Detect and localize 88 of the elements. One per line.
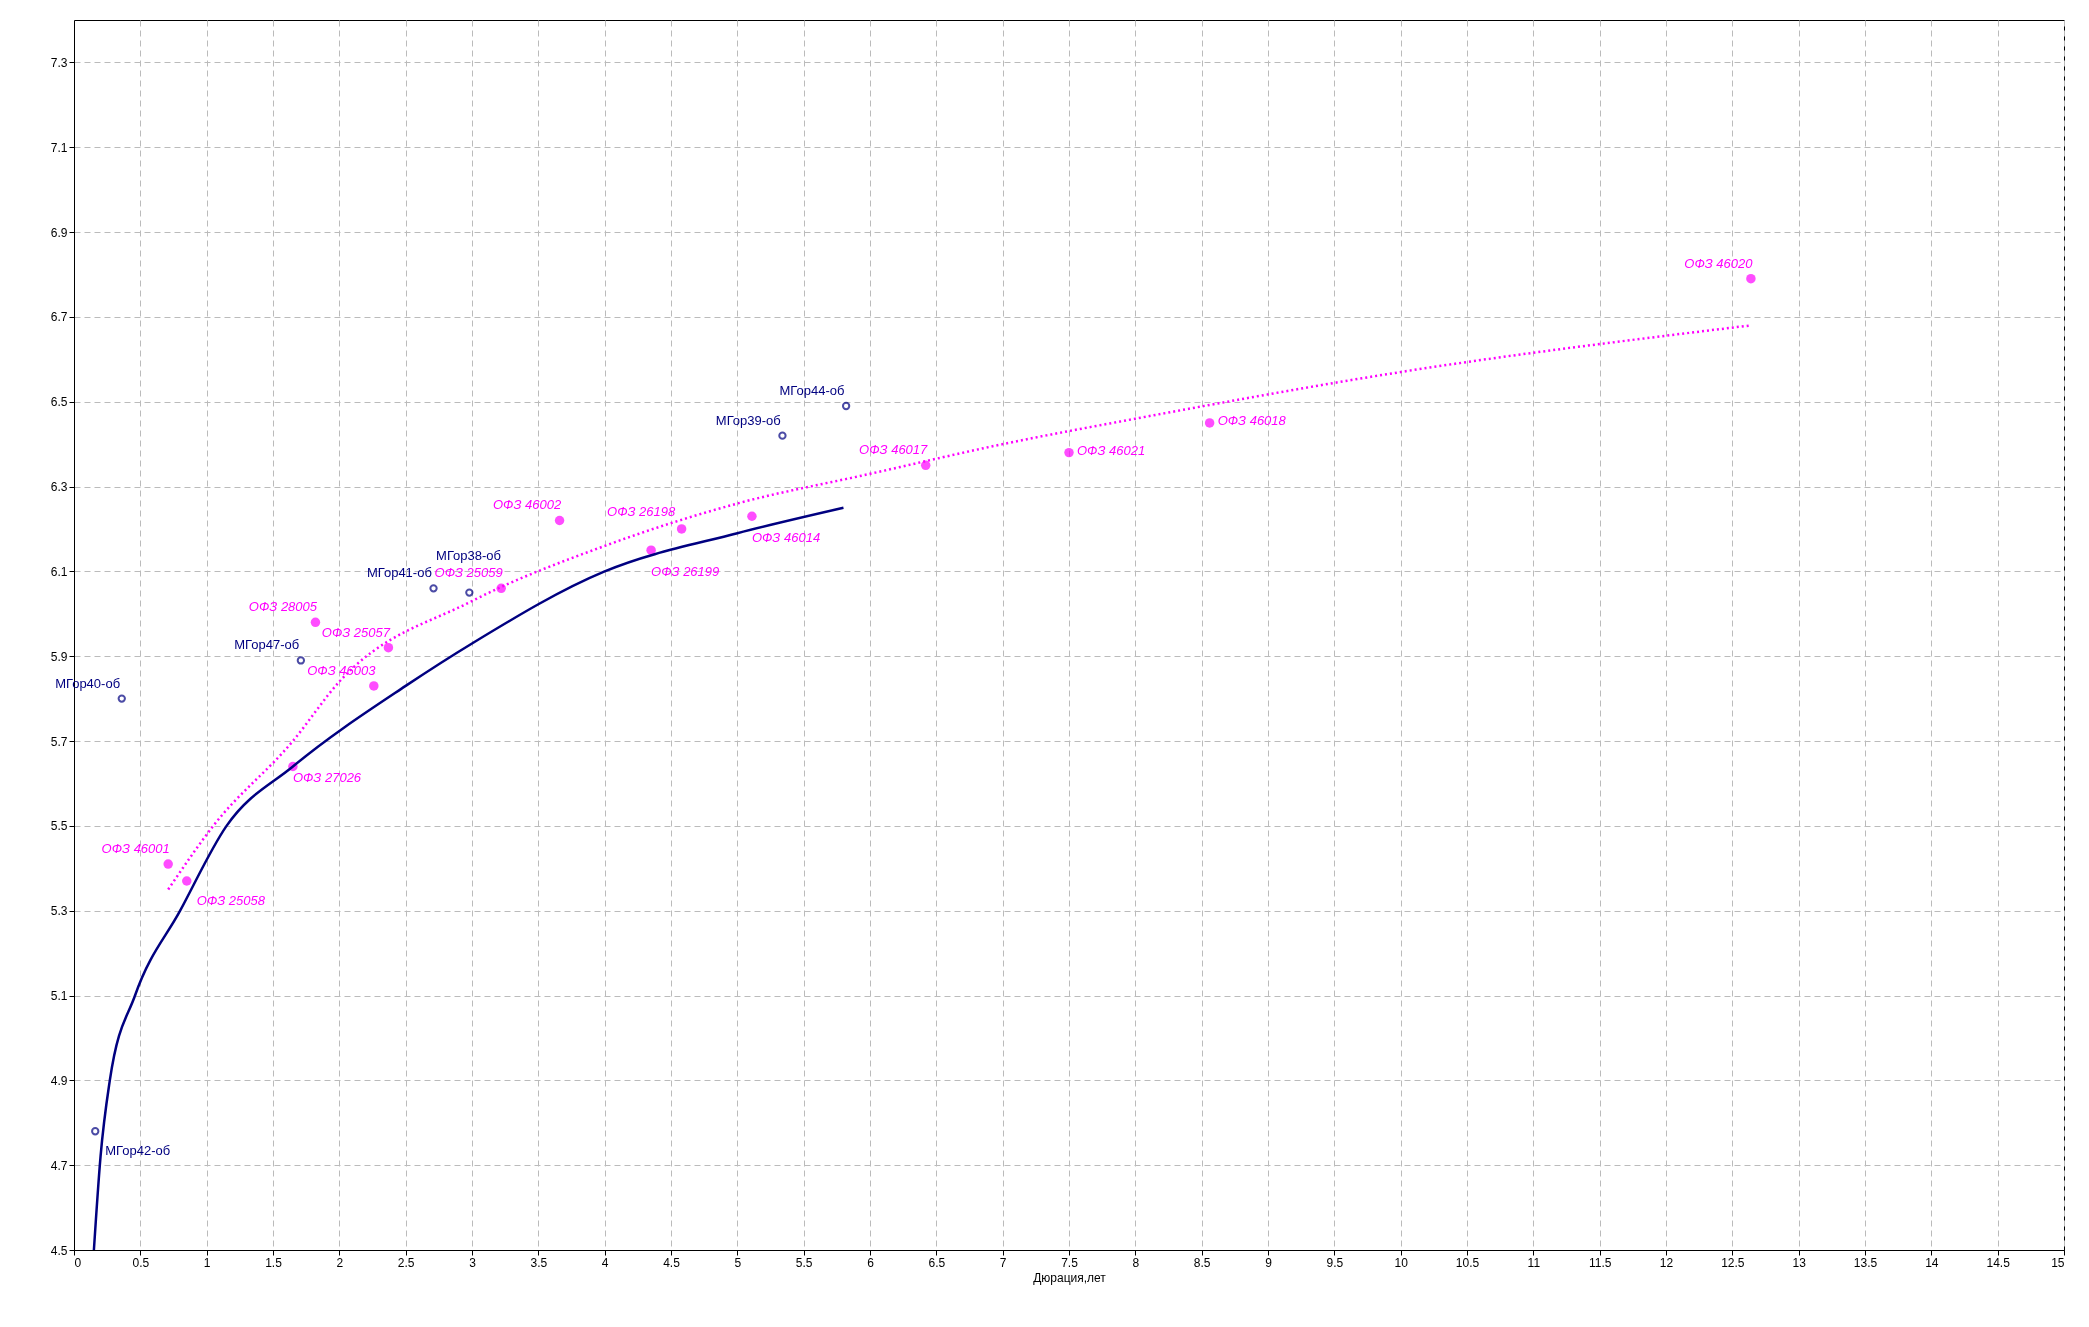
- data-label: МГор41-об: [366, 565, 432, 581]
- point: [91, 1127, 100, 1136]
- data-label: ОФЗ 27026: [292, 770, 362, 786]
- x-tick-label: 9: [1265, 1255, 1273, 1270]
- x-tick-label: 0.5: [132, 1255, 150, 1270]
- data-label: ОФЗ 46003: [307, 662, 377, 678]
- x-tick-label: 5: [734, 1255, 742, 1270]
- point: [1064, 447, 1074, 458]
- data-label: ОФЗ 46017: [859, 442, 929, 458]
- point: [369, 681, 379, 691]
- data-label: ОФЗ 46021: [1077, 443, 1146, 459]
- data-label: ОФЗ 46001: [101, 841, 170, 857]
- x-tick-label: 10.5: [1455, 1255, 1480, 1270]
- y-tick-label: 6.1: [50, 564, 68, 579]
- y-tick-label: 7.1: [50, 140, 68, 155]
- data-label: ОФЗ 46014: [751, 530, 821, 546]
- data-label: ОФЗ 28005: [248, 599, 318, 615]
- point: [383, 642, 394, 653]
- x-tick-label: 11.5: [1588, 1255, 1612, 1270]
- x-tick-label: 11: [1527, 1255, 1541, 1270]
- point: [747, 511, 757, 521]
- y-tick-label: 5.9: [50, 649, 68, 664]
- point: [465, 588, 474, 597]
- data-label: МГор44-об: [779, 382, 845, 398]
- x-tick-label: 5.5: [795, 1255, 813, 1270]
- data-label: ОФЗ 25057: [321, 624, 391, 640]
- y-tick-label: 6.3: [50, 480, 68, 495]
- point: [163, 859, 173, 869]
- x-axis-title: Дюрация,лет: [1033, 1270, 1107, 1285]
- data-label: МГор47-об: [234, 637, 300, 653]
- data-label: ОФЗ 46020: [1684, 255, 1754, 271]
- x-tick-label: 12.5: [1721, 1255, 1745, 1270]
- data-label: ОФЗ 25059: [434, 565, 503, 581]
- x-tick-label: 3.5: [530, 1255, 548, 1270]
- x-tick-label: 6: [867, 1255, 875, 1270]
- y-tick-label: 6.5: [50, 395, 68, 410]
- x-tick-label: 9.5: [1326, 1255, 1344, 1270]
- x-tick-label: 8: [1132, 1255, 1140, 1270]
- x-tick-label: 13: [1792, 1255, 1807, 1270]
- point: [117, 694, 126, 703]
- x-tick-label: 13.5: [1853, 1255, 1878, 1270]
- x-tick-label: 7.5: [1061, 1255, 1079, 1270]
- x-tick-label: 8.5: [1193, 1255, 1211, 1270]
- y-tick-label: 4.5: [50, 1243, 68, 1258]
- data-label: ОФЗ 46018: [1217, 413, 1287, 429]
- point: [1746, 273, 1756, 284]
- x-tick-label: 4.5: [663, 1255, 681, 1270]
- data-label: ОФЗ 26198: [607, 503, 676, 519]
- x-tick-label: 7: [999, 1255, 1007, 1270]
- point: [1204, 418, 1215, 428]
- x-tick-label: 2: [336, 1255, 344, 1270]
- x-tick-label: 14.5: [1986, 1255, 2011, 1270]
- y-tick-label: 4.7: [50, 1158, 68, 1173]
- data-label: МГор39-об: [715, 412, 781, 428]
- y-tick-label: 6.7: [50, 310, 68, 325]
- y-tick-label: 4.9: [50, 1073, 68, 1088]
- x-tick-label: 15: [2051, 1255, 2065, 1270]
- data-label: МГор38-об: [436, 547, 501, 563]
- data-label: МГор42-об: [105, 1143, 171, 1159]
- point: [429, 584, 438, 593]
- point: [310, 617, 321, 628]
- x-tick-label: 14: [1925, 1255, 1939, 1270]
- data-label: ОФЗ 26199: [651, 564, 720, 580]
- point: [841, 401, 851, 411]
- x-tick-label: 12: [1659, 1255, 1674, 1270]
- x-tick-label: 10: [1394, 1255, 1409, 1270]
- y-tick-label: 5.3: [50, 904, 68, 919]
- y-tick-label: 5.1: [50, 989, 68, 1004]
- x-tick-label: 2.5: [397, 1255, 415, 1270]
- x-tick-label: 3: [469, 1255, 477, 1270]
- data-label: ОФЗ 46002: [492, 497, 562, 513]
- x-tick-label: 1: [203, 1255, 211, 1270]
- point: [182, 876, 192, 886]
- point: [554, 515, 565, 526]
- point: [296, 656, 306, 665]
- y-tick-label: 7.3: [50, 55, 68, 70]
- y-tick-label: 5.5: [50, 819, 68, 834]
- point: [778, 431, 787, 440]
- point: [646, 545, 656, 555]
- data-label: ОФЗ 25058: [196, 893, 266, 908]
- point: [676, 524, 687, 534]
- point: [920, 460, 931, 471]
- x-tick-label: 4: [601, 1255, 609, 1270]
- y-tick-label: 6.9: [50, 225, 68, 240]
- y-tick-label: 5.7: [50, 734, 68, 749]
- x-tick-label: 1.5: [265, 1255, 283, 1270]
- x-tick-label: 0: [74, 1255, 82, 1270]
- x-tick-label: 6.5: [928, 1255, 946, 1270]
